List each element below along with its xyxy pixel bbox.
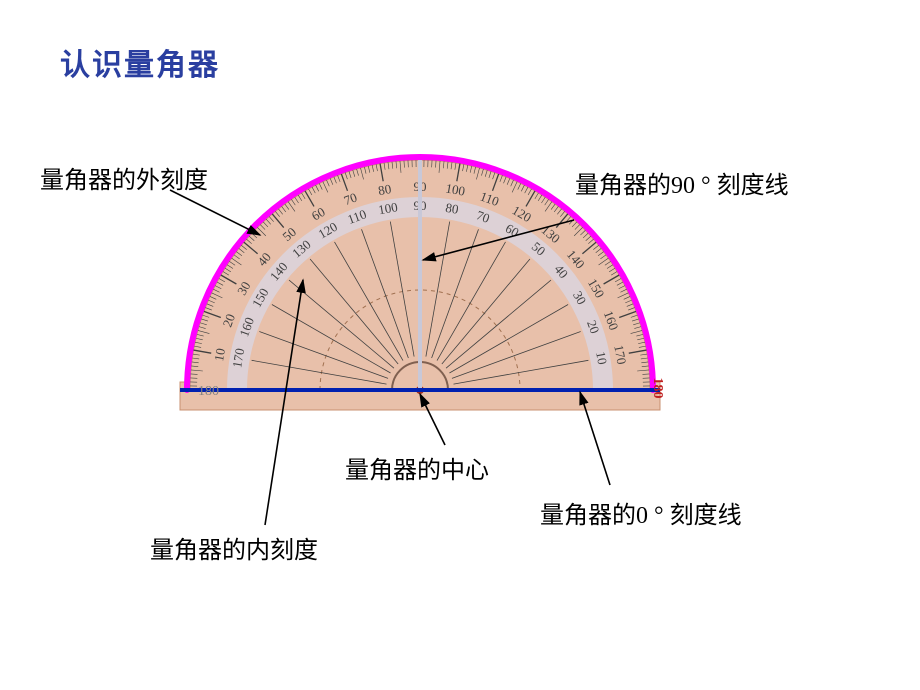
label-line-0: 量角器的0 ° 刻度线 — [540, 495, 742, 530]
svg-text:180: 180 — [198, 384, 219, 399]
svg-text:80: 80 — [444, 200, 459, 217]
label-center: 量角器的中心 — [345, 450, 489, 485]
svg-text:180: 180 — [650, 378, 665, 399]
svg-text:10: 10 — [211, 347, 228, 362]
svg-text:10: 10 — [593, 350, 610, 365]
label-outer-scale: 量角器的外刻度 — [40, 160, 208, 195]
label-inner-scale: 量角器的内刻度 — [150, 530, 318, 565]
label-line-90: 量角器的90 ° 刻度线 — [575, 165, 789, 200]
svg-text:80: 80 — [377, 181, 392, 198]
slide: 认识量角器 1701601501401301201101009080706050… — [0, 0, 920, 690]
protractor-diagram: 1701601501401301201101009080706050403020… — [0, 0, 920, 690]
